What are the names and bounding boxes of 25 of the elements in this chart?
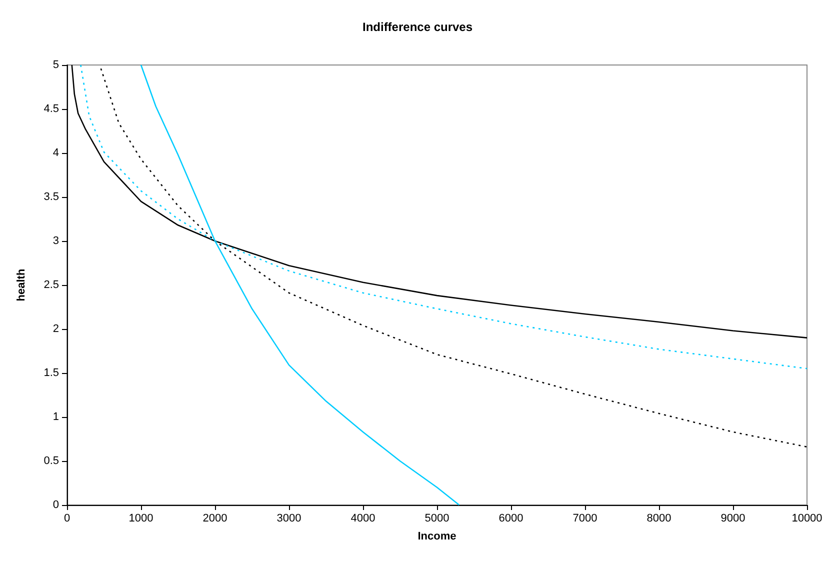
x-tick-label: 0 xyxy=(64,512,70,524)
y-axis-title: health xyxy=(16,268,28,302)
y-tick-label: 2 xyxy=(52,323,59,335)
y-tick-label: 0.5 xyxy=(44,455,59,467)
y-tick-label: 3 xyxy=(52,235,59,247)
x-tick-label: 5000 xyxy=(424,512,450,524)
x-tick-label: 4000 xyxy=(350,512,376,524)
y-tick-label: 2.5 xyxy=(44,279,59,291)
x-tick-label: 7000 xyxy=(572,512,598,524)
y-tick-label: 3.5 xyxy=(44,191,59,203)
x-tick-label: 8000 xyxy=(646,512,672,524)
x-axis-title: Income xyxy=(418,530,456,542)
y-tick-label: 0 xyxy=(52,499,59,511)
y-tick-label: 4.5 xyxy=(44,103,59,115)
x-tick-label: 9000 xyxy=(720,512,746,524)
x-tick-label: 10000 xyxy=(792,512,822,524)
x-tick-label: 1000 xyxy=(128,512,154,524)
y-tick-label: 5 xyxy=(52,59,59,71)
y-tick-label: 1.5 xyxy=(44,367,59,379)
y-tick-label: 4 xyxy=(52,147,59,159)
chart-title: Indifference curves xyxy=(362,20,473,34)
x-tick-label: 3000 xyxy=(276,512,302,524)
x-tick-label: 6000 xyxy=(498,512,524,524)
x-tick-label: 2000 xyxy=(202,512,228,524)
y-tick-label: 1 xyxy=(52,411,59,423)
